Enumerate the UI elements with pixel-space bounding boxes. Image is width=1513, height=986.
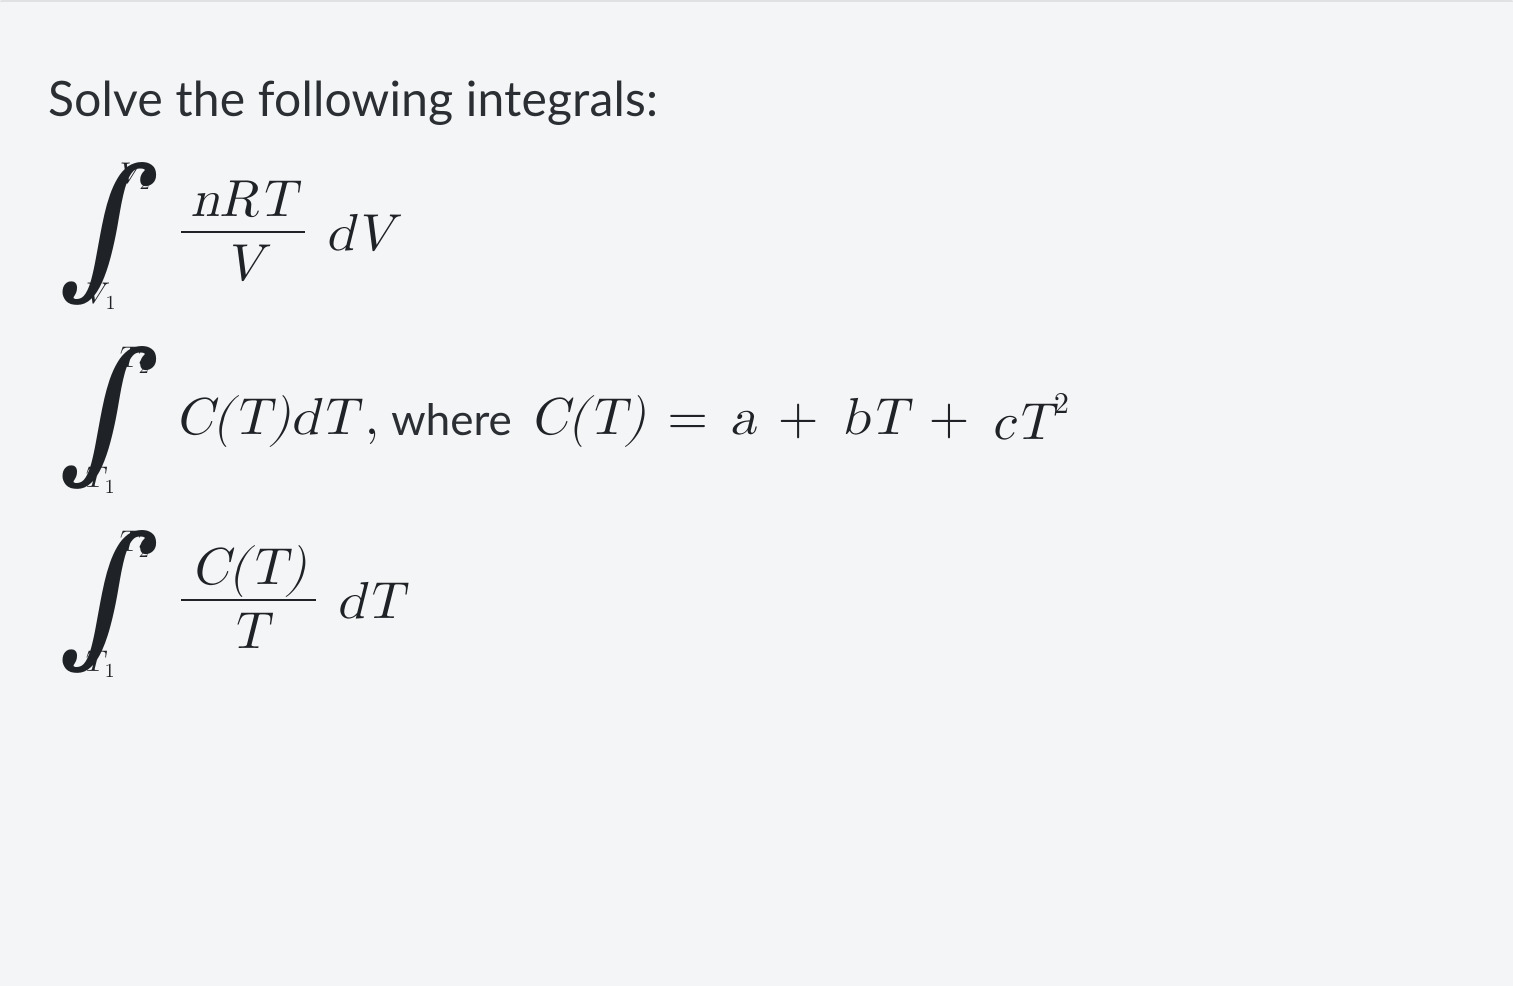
fraction: nRT V [181, 175, 306, 296]
upper-limit-var: T [116, 527, 138, 557]
term-c: cT2 [991, 389, 1069, 450]
plus-sign-1: + [778, 393, 818, 445]
term-a: a [730, 393, 756, 445]
lower-limit: T1 [82, 463, 115, 497]
integral-symbol: ∫ T2 T1 [58, 533, 161, 673]
equation-list: ∫ V2 V1 nRT V dV ∫ T2 [48, 165, 1465, 673]
equation-3: ∫ T2 T1 C(T) T dT [58, 533, 1465, 673]
lower-limit: V1 [82, 279, 116, 313]
differential: dV [325, 209, 393, 261]
upper-limit-sub: 2 [139, 541, 149, 561]
fraction-numerator: C(T) [181, 543, 317, 599]
upper-limit: T2 [116, 527, 149, 561]
equation-2: ∫ T2 T1 C(T)dT, where C(T) = a + bT + cT… [58, 349, 1465, 489]
fraction-numerator: nRT [181, 175, 306, 231]
integrand: C(T)dT [175, 393, 357, 445]
fraction-denominator: T [220, 601, 278, 663]
lower-limit-sub: 1 [106, 293, 116, 313]
differential: dT [336, 577, 402, 629]
lower-limit-var: T [82, 647, 104, 677]
fraction-denominator: V [213, 233, 272, 295]
term-c-var: T [1014, 398, 1052, 450]
term-c-power: 2 [1054, 389, 1069, 419]
upper-limit-var: T [116, 343, 138, 373]
integral-symbol: ∫ V2 V1 [58, 165, 161, 305]
lower-limit-sub: 1 [105, 477, 115, 497]
upper-limit-sub: 2 [139, 357, 149, 377]
lower-limit-var: V [82, 279, 105, 309]
term-b-var: T [869, 393, 907, 445]
plus-sign-2: + [929, 393, 969, 445]
term-b: bT [840, 393, 906, 445]
definition-lhs: C(T) [530, 393, 646, 445]
comma: , [365, 393, 379, 445]
upper-limit: T2 [116, 343, 149, 377]
integral-symbol: ∫ T2 T1 [58, 349, 161, 489]
upper-limit-sub: 2 [140, 173, 150, 193]
term-c-coef: c [991, 398, 1014, 450]
lower-limit: T1 [82, 647, 115, 681]
problem-card: Solve the following integrals: ∫ V2 V1 n… [0, 0, 1513, 986]
equation-1: ∫ V2 V1 nRT V dV [58, 165, 1465, 305]
upper-limit: V2 [116, 159, 150, 193]
lower-limit-sub: 1 [105, 661, 115, 681]
fraction: C(T) T [181, 543, 317, 664]
equals-sign: = [667, 393, 707, 445]
upper-limit-var: V [116, 159, 139, 189]
where-label: where [391, 397, 512, 441]
prompt-text: Solve the following integrals: [48, 70, 1465, 127]
lower-limit-var: T [82, 463, 104, 493]
term-b-coef: b [840, 393, 869, 445]
